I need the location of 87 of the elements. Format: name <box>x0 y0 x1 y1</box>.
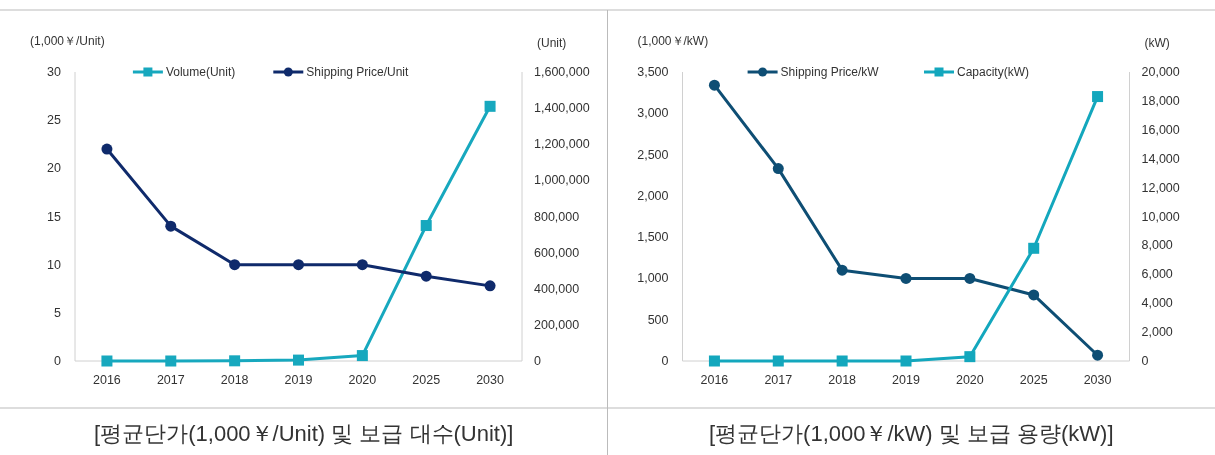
y-tick-label: 5 <box>54 305 62 320</box>
point <box>229 259 241 271</box>
point <box>964 272 976 284</box>
point <box>708 79 720 91</box>
x-tick-label: 2025 <box>1019 373 1048 387</box>
y-tick-label: 500 <box>647 312 669 327</box>
y2-tick-label: 18,000 <box>1141 93 1180 108</box>
point <box>420 270 432 282</box>
y-tick-label: 15 <box>47 209 62 224</box>
y-tick-label: 1,500 <box>637 230 669 245</box>
y-axis-title: (1,000￥/Unit) <box>30 34 105 48</box>
y2-tick-label: 4,000 <box>1141 296 1173 311</box>
x-tick-label: 2017 <box>156 373 185 387</box>
point <box>900 272 912 284</box>
x-tick-label: 2017 <box>764 373 793 387</box>
y2-tick-label: 0 <box>534 354 541 368</box>
y-tick-label: 3,500 <box>637 65 669 79</box>
legend-label: Capacity(kW) <box>957 65 1030 79</box>
y2-tick-label: 0 <box>1141 354 1149 368</box>
y-tick-label: 2,500 <box>637 147 669 162</box>
x-tick-label: 2016 <box>93 373 121 387</box>
y-tick-label: 1,000 <box>637 271 669 286</box>
x-tick-label: 2030 <box>476 373 505 387</box>
y2-tick-label: 1,400,000 <box>534 101 590 116</box>
x-tick-label: 2018 <box>828 373 857 387</box>
point <box>1092 349 1104 361</box>
y2-axis-title: (kW) <box>1144 36 1170 50</box>
point <box>772 163 784 175</box>
y2-tick-label: 1,600,000 <box>534 65 590 79</box>
point <box>356 350 368 362</box>
point <box>836 355 848 367</box>
legend-label: Shipping Price/kW <box>780 65 880 79</box>
x-tick-label: 2016 <box>700 373 729 387</box>
point <box>484 100 496 112</box>
y2-tick-label: 20,000 <box>1141 65 1180 79</box>
point <box>1028 242 1040 254</box>
y2-tick-label: 400,000 <box>534 281 580 296</box>
y-tick-label: 25 <box>47 113 62 128</box>
y2-axis-title: (Unit) <box>537 36 567 50</box>
y2-tick-label: 12,000 <box>1141 180 1180 195</box>
point <box>101 355 113 367</box>
y2-tick-label: 800,000 <box>534 209 580 224</box>
y-tick-label: 10 <box>47 257 62 272</box>
y-tick-label: 2,000 <box>637 188 669 203</box>
x-tick-label: 2020 <box>955 373 984 387</box>
point <box>836 264 848 276</box>
y-tick-label: 20 <box>47 161 62 176</box>
y-tick-label: 0 <box>54 354 62 368</box>
point <box>1092 91 1104 103</box>
point <box>101 143 113 155</box>
point <box>964 351 976 363</box>
y2-tick-label: 14,000 <box>1141 151 1180 166</box>
point <box>708 355 720 367</box>
legend-label: Shipping Price/Unit <box>306 65 410 79</box>
y2-tick-label: 6,000 <box>1141 267 1173 282</box>
x-tick-label: 2018 <box>220 373 249 387</box>
legend-label: Volume(Unit) <box>165 65 236 79</box>
y2-tick-label: 8,000 <box>1141 238 1173 253</box>
text: [평균단가(1,000￥/kW) 및 보급 용량(kW)] <box>708 420 1114 446</box>
point <box>165 220 177 232</box>
y2-tick-label: 2,000 <box>1141 325 1173 340</box>
y2-tick-label: 1,000,000 <box>534 173 590 188</box>
y2-tick-label: 600,000 <box>534 245 580 260</box>
x-tick-label: 2025 <box>412 373 441 387</box>
y-tick-label: 0 <box>661 354 669 368</box>
point <box>165 355 177 367</box>
x-tick-label: 2019 <box>284 373 313 387</box>
x-tick-label: 2019 <box>892 373 920 387</box>
point <box>229 355 241 367</box>
x-tick-label: 2020 <box>348 373 377 387</box>
point <box>293 259 304 271</box>
y2-tick-label: 16,000 <box>1141 122 1180 137</box>
point <box>1028 289 1040 301</box>
point <box>293 354 304 366</box>
y2-tick-label: 10,000 <box>1141 209 1180 224</box>
point <box>420 220 432 232</box>
x-tick-label: 2030 <box>1083 373 1112 387</box>
y2-tick-label: 200,000 <box>534 317 580 332</box>
point <box>356 259 368 271</box>
point <box>900 355 912 367</box>
text: [평균단가(1,000￥/Unit) 및 보급 대수(Unit)] <box>94 420 514 446</box>
y-tick-label: 30 <box>47 65 62 79</box>
point <box>484 280 496 292</box>
y-tick-label: 3,000 <box>637 106 669 121</box>
y2-tick-label: 1,200,000 <box>534 137 590 152</box>
y-axis-title: (1,000￥/kW) <box>637 34 709 48</box>
point <box>772 355 784 367</box>
